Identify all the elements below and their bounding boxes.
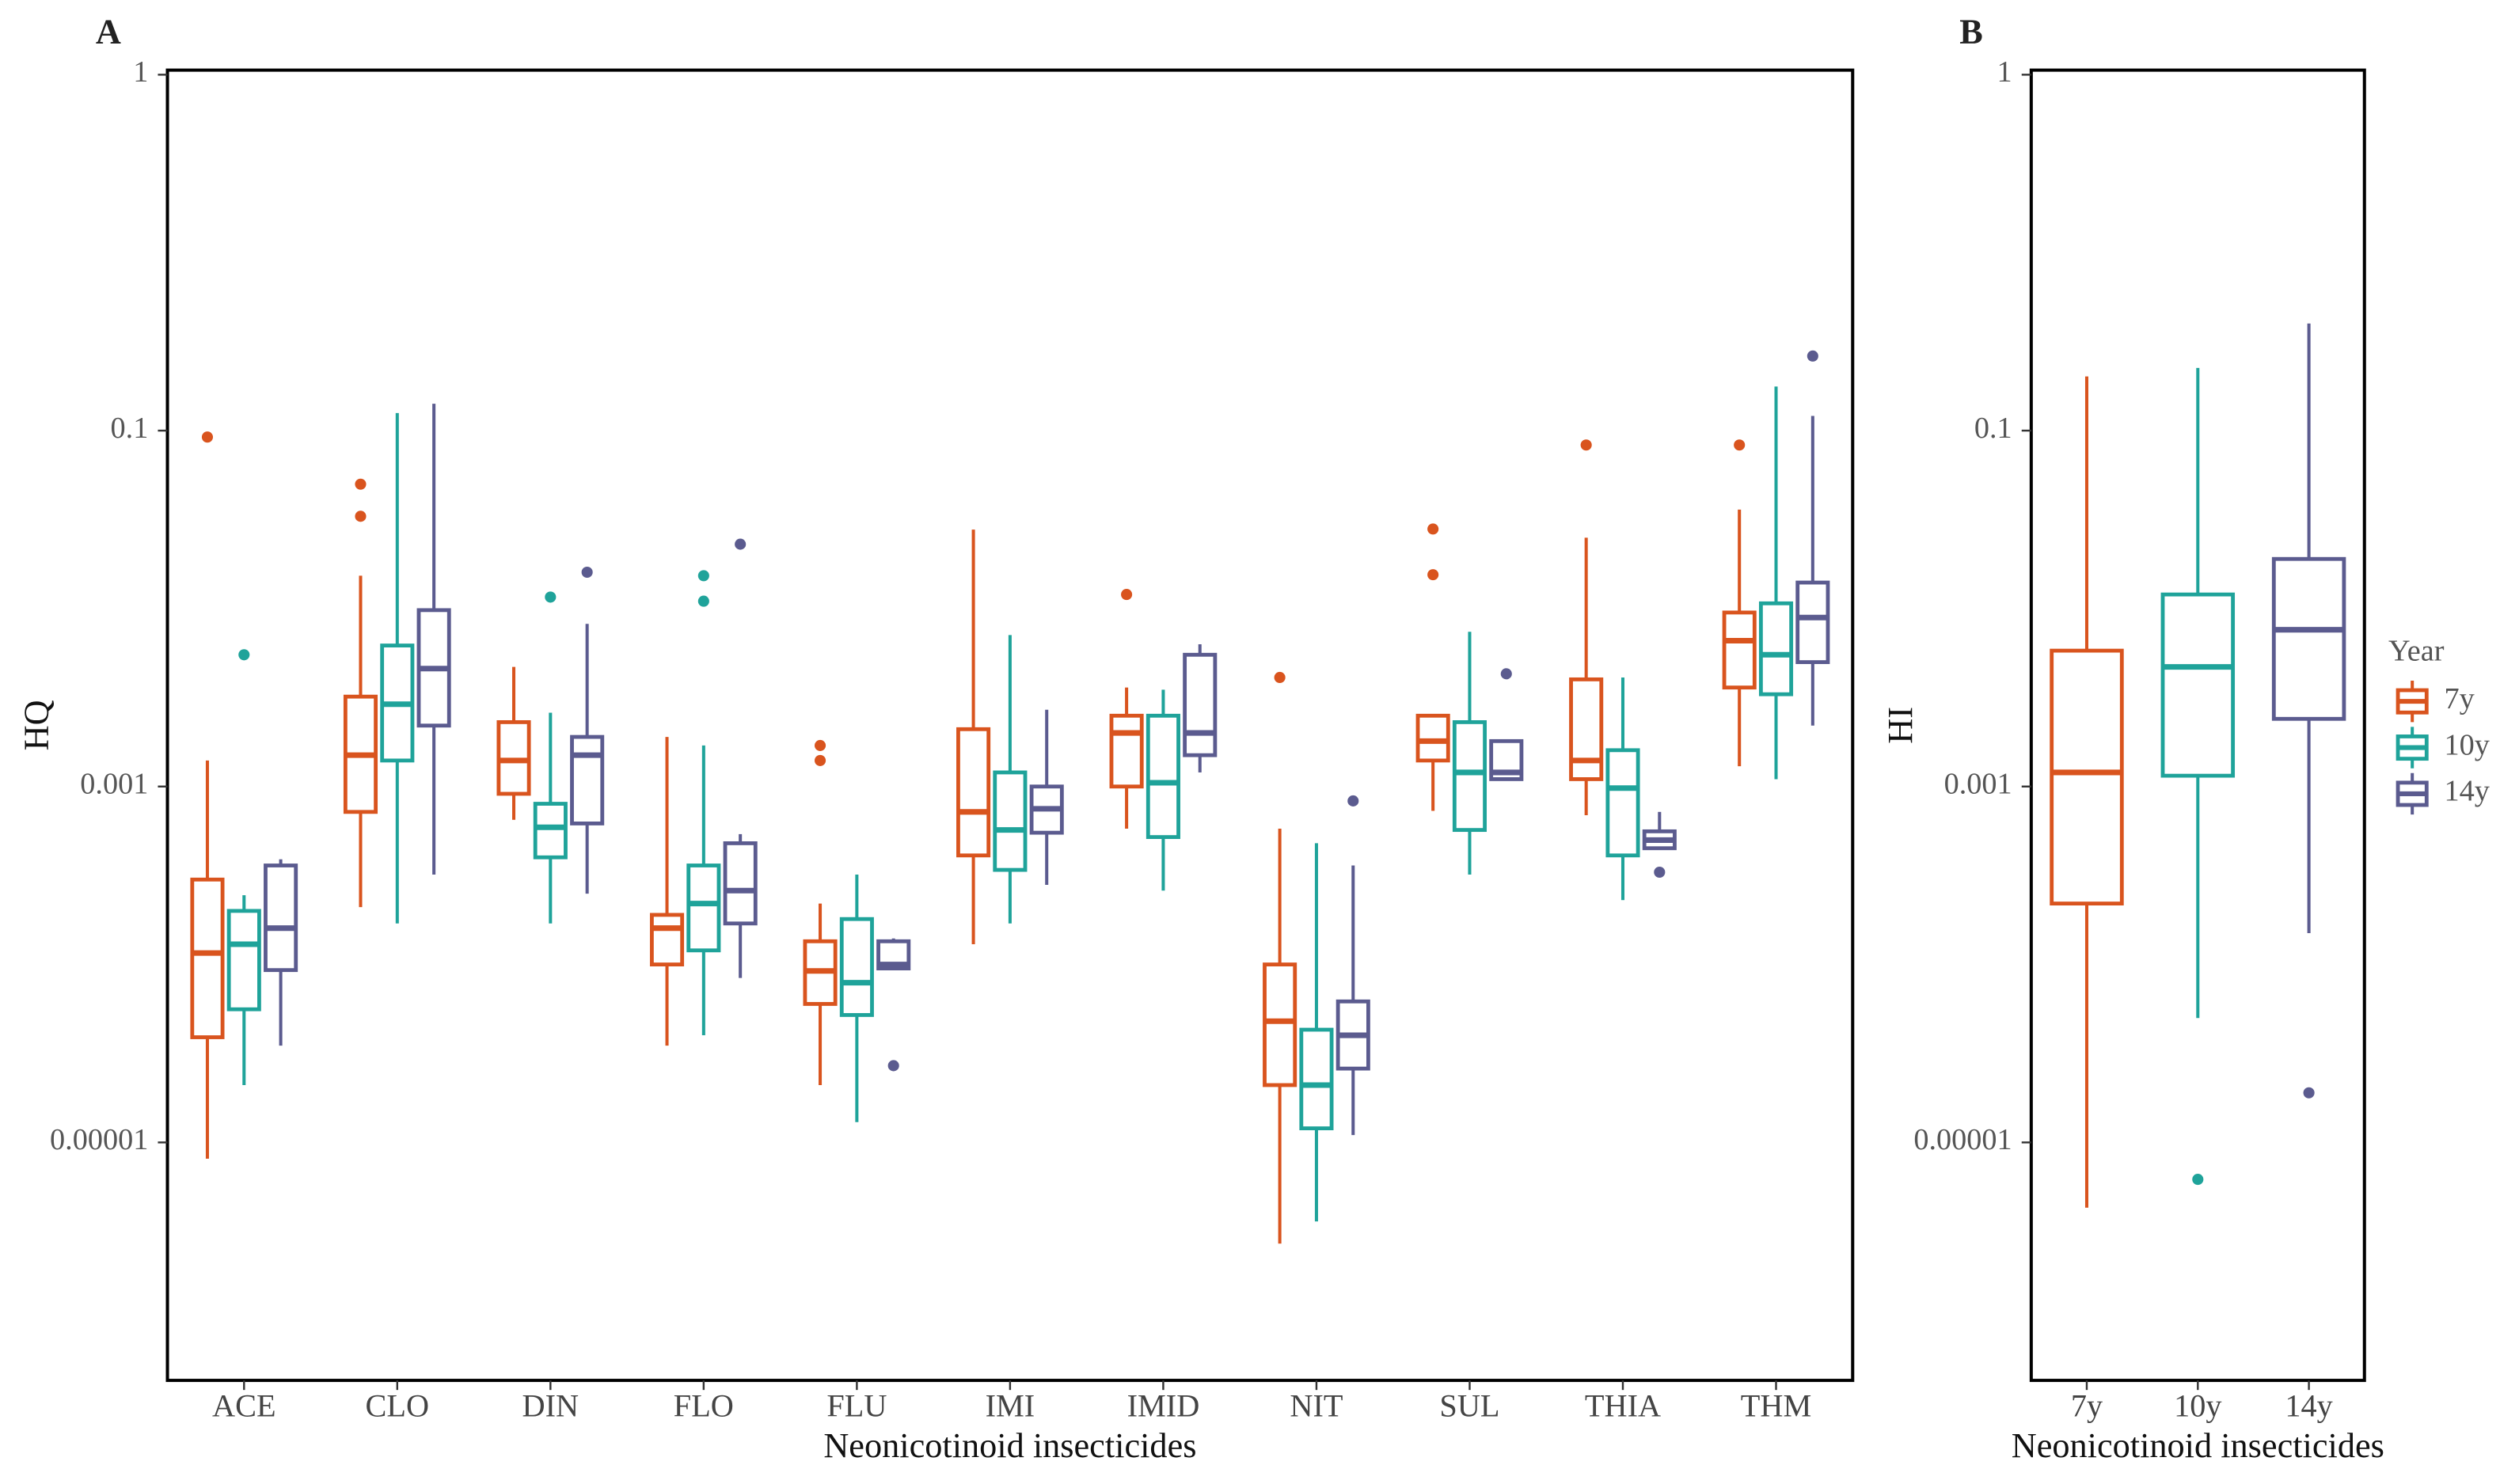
outlier	[1347, 795, 1359, 807]
box	[1758, 601, 1794, 696]
outlier	[1734, 439, 1746, 451]
outlier	[355, 510, 367, 522]
outlier	[545, 591, 557, 603]
outlier	[201, 431, 214, 443]
y-tick-label: 0.001	[80, 768, 148, 801]
box	[1263, 962, 1297, 1087]
outlier	[1121, 589, 1133, 601]
outlier	[1654, 866, 1666, 879]
outlier	[887, 1060, 899, 1072]
y-tick-label: 0.00001	[50, 1123, 148, 1156]
x-tick-label: FLU	[826, 1388, 887, 1424]
x-tick-label: SUL	[1439, 1388, 1499, 1424]
legend-label: 10y	[2444, 728, 2489, 761]
y-tick-label: 0.001	[1944, 768, 2012, 801]
legend-label: 14y	[2444, 775, 2489, 808]
box	[570, 734, 605, 825]
x-tick-label: NIT	[1290, 1388, 1343, 1424]
box	[1299, 1027, 1334, 1131]
box	[956, 727, 991, 858]
box	[1569, 677, 1604, 781]
box	[1109, 713, 1144, 789]
box	[993, 770, 1028, 872]
y-tick-label: 0.00001	[1913, 1123, 2012, 1156]
x-tick-label: ACE	[212, 1388, 276, 1424]
x-tick-label: FLO	[674, 1388, 734, 1424]
legend-title: Year	[2388, 635, 2445, 668]
x-tick-label: THIA	[1585, 1388, 1661, 1424]
y-axis-title: HQ	[17, 700, 56, 750]
box	[1146, 713, 1180, 840]
box	[686, 863, 721, 953]
y-axis-title: HI	[1881, 707, 1920, 744]
outlier	[355, 478, 367, 490]
box	[1795, 580, 1830, 665]
x-tick-label: 7y	[2071, 1388, 2103, 1424]
x-tick-label: CLO	[366, 1388, 430, 1424]
panel-label: B	[1959, 12, 1983, 51]
box	[2160, 592, 2236, 778]
box	[533, 802, 568, 860]
box	[839, 917, 874, 1017]
outlier	[1427, 523, 1439, 535]
outlier	[1500, 668, 1512, 680]
outlier	[735, 538, 747, 550]
box	[1722, 610, 1757, 690]
x-axis-title: Neonicotinoid insecticides	[823, 1426, 1196, 1465]
outlier	[2303, 1087, 2315, 1099]
box	[1183, 652, 1218, 757]
x-tick-label: DIN	[522, 1388, 579, 1424]
x-axis-title: Neonicotinoid insecticides	[2012, 1426, 2384, 1465]
box	[1415, 713, 1450, 763]
box	[2271, 556, 2346, 721]
x-tick-label: THM	[1741, 1388, 1811, 1424]
outlier	[2192, 1174, 2204, 1186]
panel-label: A	[96, 12, 121, 51]
outlier	[1807, 350, 1818, 362]
box	[1605, 748, 1640, 858]
y-tick-label: 0.1	[111, 412, 149, 445]
x-tick-label: 14y	[2285, 1388, 2332, 1424]
legend-label: 7y	[2444, 682, 2474, 715]
outlier	[1274, 671, 1286, 684]
box	[649, 913, 685, 967]
outlier	[697, 570, 709, 582]
box	[190, 877, 225, 1039]
outlier	[238, 649, 250, 661]
outlier	[1427, 569, 1439, 581]
outlier	[815, 754, 826, 766]
y-tick-label: 1	[1997, 55, 2012, 89]
outlier	[697, 595, 709, 607]
outlier	[815, 739, 826, 751]
box	[1452, 719, 1487, 833]
x-tick-label: 10y	[2174, 1388, 2221, 1424]
x-tick-label: IMI	[986, 1388, 1035, 1424]
outlier	[581, 566, 593, 579]
x-tick-label: IMID	[1127, 1388, 1200, 1424]
box	[226, 909, 261, 1011]
box	[723, 841, 758, 926]
box	[264, 863, 298, 973]
outlier	[1580, 439, 1592, 451]
box	[2050, 648, 2124, 906]
y-tick-label: 1	[133, 55, 148, 89]
y-tick-label: 0.1	[1974, 412, 2012, 445]
